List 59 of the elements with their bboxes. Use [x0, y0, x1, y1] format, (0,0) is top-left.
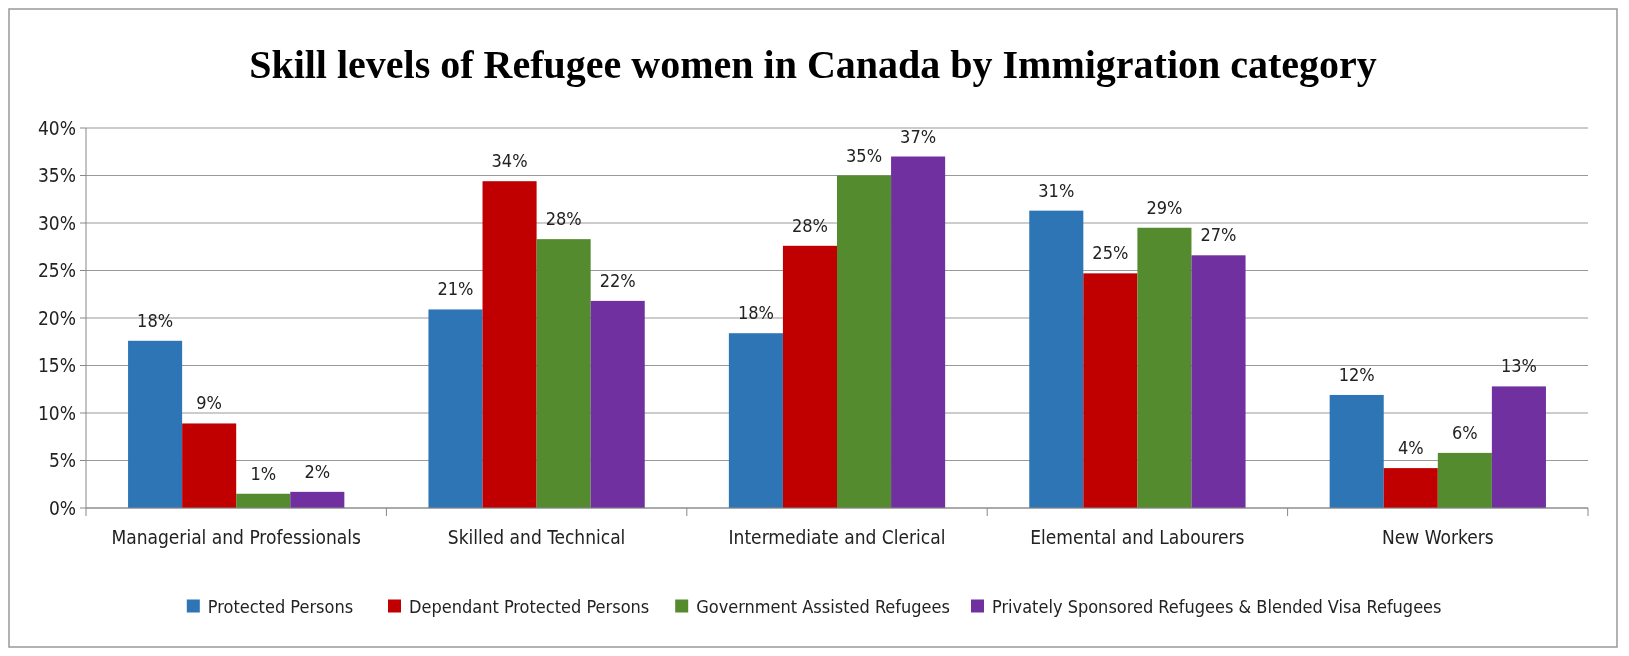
data-label: 4%: [1397, 437, 1424, 459]
bar: [1137, 227, 1192, 508]
bar: [782, 245, 837, 508]
data-label: 2%: [304, 460, 331, 482]
data-label: 21%: [437, 278, 474, 300]
bar: [1083, 273, 1138, 508]
y-tick-label: 40%: [38, 116, 76, 139]
data-label: 37%: [900, 125, 937, 147]
bar: [590, 300, 645, 508]
y-tick-label: 0%: [48, 496, 76, 519]
x-tick-label: New Workers: [1381, 526, 1494, 548]
chart-title: Skill levels of Refugee women in Canada by Immigration category: [249, 42, 1377, 87]
bar: [1329, 394, 1384, 508]
data-label: 35%: [846, 144, 883, 166]
y-tick-label: 15%: [38, 354, 76, 377]
y-tick-label: 10%: [38, 401, 76, 424]
bar: [428, 309, 483, 508]
y-tick-label: 25%: [38, 259, 76, 282]
legend-label: Privately Sponsored Refugees & Blended Visa Refugees: [992, 596, 1442, 618]
data-label: 6%: [1451, 421, 1478, 443]
data-label: 12%: [1338, 363, 1375, 385]
bar: [1437, 452, 1492, 508]
data-label: 28%: [791, 214, 828, 236]
data-label: 28%: [545, 208, 582, 230]
y-tick-label: 30%: [38, 211, 76, 234]
x-tick-label: Managerial and Professionals: [111, 526, 362, 548]
data-label: 18%: [137, 309, 174, 331]
bar: [182, 423, 237, 508]
legend-label: Dependant Protected Persons: [409, 596, 650, 618]
bar: [728, 333, 783, 508]
data-label: 1%: [250, 462, 277, 484]
data-label: 29%: [1146, 196, 1183, 218]
data-label: 22%: [599, 269, 636, 291]
data-label: 25%: [1092, 242, 1129, 264]
bar: [837, 175, 892, 508]
data-label: 13%: [1500, 355, 1537, 377]
x-tick-label: Elemental and Labourers: [1030, 526, 1245, 548]
data-label: 27%: [1200, 224, 1237, 246]
data-label: 34%: [491, 150, 528, 172]
x-tick-label: Skilled and Technical: [447, 526, 626, 548]
bar: [1491, 386, 1546, 508]
bar: [891, 156, 946, 508]
y-tick-label: 35%: [38, 164, 76, 187]
bar: [482, 181, 537, 508]
bar: [1029, 210, 1084, 508]
data-label: 18%: [737, 302, 774, 324]
data-label: 9%: [196, 392, 223, 414]
bar: [1191, 255, 1246, 508]
y-tick-label: 20%: [38, 306, 76, 329]
bar: [236, 493, 291, 508]
bar: [536, 239, 591, 508]
bar: [290, 491, 345, 508]
bar: [1383, 468, 1438, 508]
data-label: 31%: [1038, 179, 1075, 201]
legend-label: Government Assisted Refugees: [696, 596, 950, 618]
x-tick-label: Intermediate and Clerical: [728, 526, 946, 548]
bar: [128, 340, 183, 508]
y-tick-label: 5%: [48, 449, 76, 472]
legend-label: Protected Persons: [207, 596, 354, 618]
